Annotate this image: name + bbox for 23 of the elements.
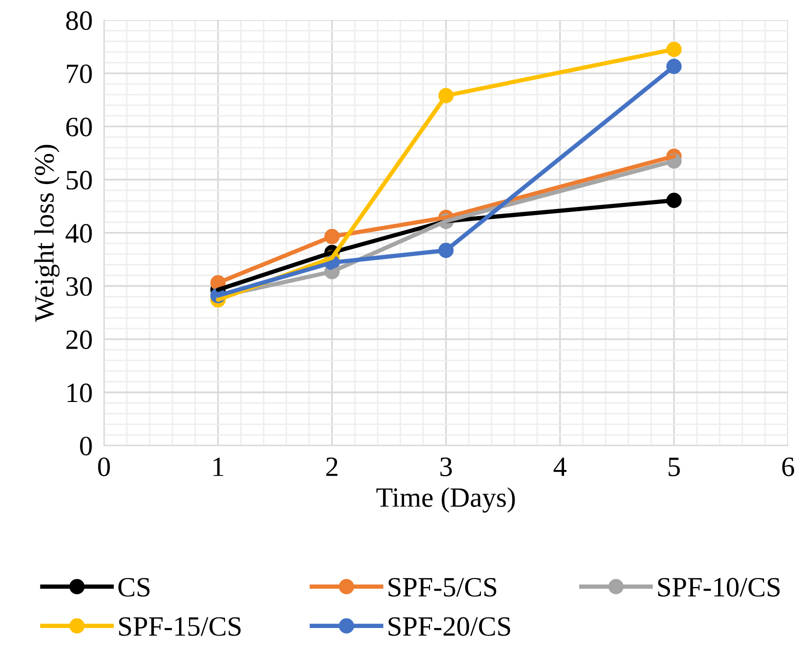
x-tick-label: 4 xyxy=(554,458,567,476)
y-tick-label: 50 xyxy=(66,170,92,190)
y-tick-label: 70 xyxy=(66,64,92,84)
y-tick-label: 0 xyxy=(80,436,92,456)
x-tick-label: 0 xyxy=(98,457,110,476)
y-tick-label: 60 xyxy=(66,118,92,136)
y-axis-title: Weight loss (%) xyxy=(34,144,60,322)
x-tick-label: 6 xyxy=(782,458,794,476)
legend-label: SPF-10/CS xyxy=(658,578,780,597)
x-tick-label: 1 xyxy=(214,458,224,476)
legend-label: SPF-5/CS xyxy=(388,578,496,597)
y-tick-label: 20 xyxy=(66,330,92,350)
x-tick-label: 2 xyxy=(326,458,338,476)
x-tick-label: 3 xyxy=(440,458,452,476)
legend-label: SPF-15/CS xyxy=(119,617,241,636)
x-tick-label: 5 xyxy=(668,458,680,476)
x-axis-title: Time (Days) xyxy=(376,487,515,513)
y-tick-label: 80 xyxy=(66,11,92,30)
y-tick-label: 40 xyxy=(66,224,92,243)
legend-label: SPF-20/CS xyxy=(388,617,510,636)
y-tick-label: 10 xyxy=(68,384,92,402)
y-tick-label: 30 xyxy=(66,277,92,296)
legend-label: CS xyxy=(118,578,150,597)
